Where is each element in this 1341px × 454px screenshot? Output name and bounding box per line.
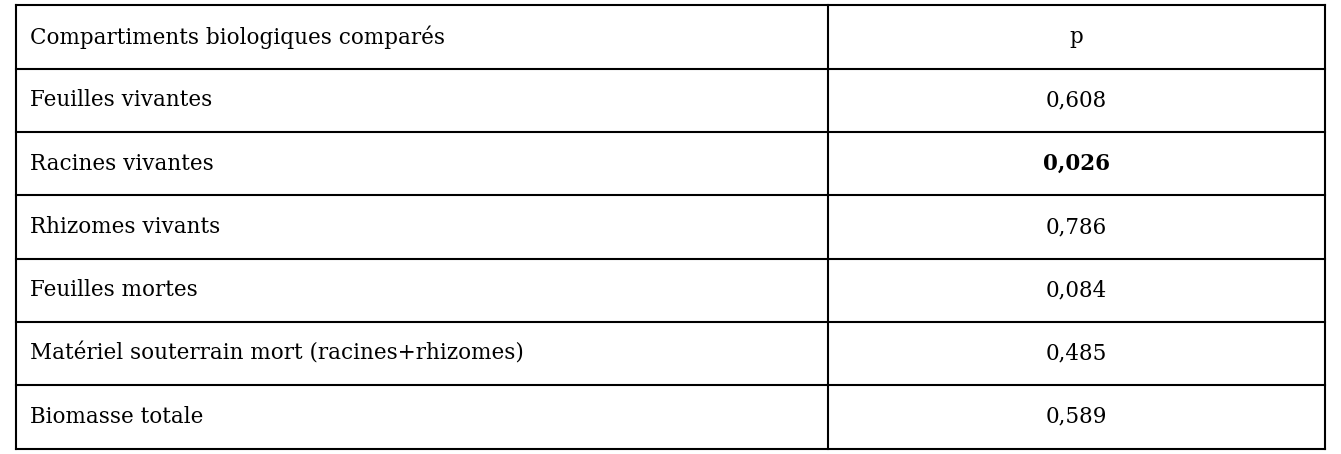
Text: p: p [1069,26,1084,48]
Text: Racines vivantes: Racines vivantes [30,153,213,175]
Polygon shape [827,322,1325,385]
Polygon shape [16,195,827,259]
Polygon shape [16,385,827,449]
Text: Biomasse totale: Biomasse totale [30,406,202,428]
Text: Feuilles mortes: Feuilles mortes [30,279,197,301]
Text: 0,026: 0,026 [1043,153,1110,175]
Text: 0,608: 0,608 [1046,89,1106,111]
Text: Matériel souterrain mort (racines+rhizomes): Matériel souterrain mort (racines+rhizom… [30,343,523,365]
Polygon shape [16,5,827,69]
Text: 0,485: 0,485 [1046,343,1106,365]
Polygon shape [827,132,1325,195]
Text: 0,589: 0,589 [1046,406,1106,428]
Text: 0,084: 0,084 [1046,279,1106,301]
Text: Rhizomes vivants: Rhizomes vivants [30,216,220,238]
Polygon shape [16,132,827,195]
Text: 0,786: 0,786 [1046,216,1106,238]
Polygon shape [827,385,1325,449]
Polygon shape [827,259,1325,322]
Polygon shape [827,195,1325,259]
Polygon shape [16,69,827,132]
Polygon shape [16,259,827,322]
Polygon shape [16,322,827,385]
Polygon shape [827,69,1325,132]
Polygon shape [827,5,1325,69]
Text: Feuilles vivantes: Feuilles vivantes [30,89,212,111]
Text: Compartiments biologiques comparés: Compartiments biologiques comparés [30,25,444,49]
